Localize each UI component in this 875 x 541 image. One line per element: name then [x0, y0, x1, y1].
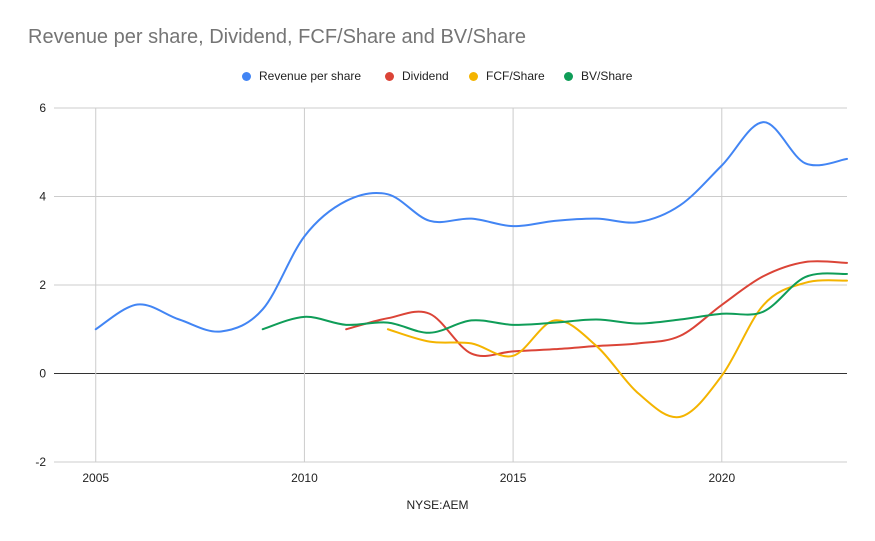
- legend-label: Revenue per share: [259, 69, 362, 83]
- series-line-dividend: [345, 260, 848, 357]
- y-tick-label: 6: [39, 101, 46, 115]
- y-tick-label: 4: [39, 190, 46, 204]
- series-line-revenue-per-share: [94, 121, 848, 333]
- legend-swatch: [564, 72, 573, 81]
- legend-item-bv-share[interactable]: BV/Share: [564, 67, 632, 85]
- legend-item-dividend[interactable]: Dividend: [385, 67, 449, 85]
- y-tick-label: 0: [39, 367, 46, 381]
- x-axis-title: NYSE:AEM: [406, 498, 469, 512]
- x-tick-label: 2020: [708, 471, 735, 485]
- legend-label: Dividend: [402, 69, 449, 83]
- legend: Revenue per share Dividend FCF/Share BV/…: [0, 67, 875, 85]
- legend-swatch: [242, 72, 251, 81]
- legend-swatch: [385, 72, 394, 81]
- y-tick-label: 2: [39, 278, 46, 292]
- legend-item-revenue-per-share[interactable]: Revenue per share: [242, 67, 361, 85]
- x-tick-label: 2015: [500, 471, 527, 485]
- y-tick-label: -2: [35, 455, 46, 469]
- legend-swatch: [469, 72, 478, 81]
- x-tick-label: 2010: [291, 471, 318, 485]
- x-tick-label: 2005: [82, 471, 109, 485]
- series-line-fcf-share: [386, 279, 848, 419]
- legend-item-fcf-share[interactable]: FCF/Share: [469, 67, 545, 85]
- series-line-bv-share: [261, 272, 848, 334]
- chart-title: Revenue per share, Dividend, FCF/Share a…: [28, 26, 527, 48]
- legend-label: BV/Share: [581, 69, 633, 83]
- legend-label: FCF/Share: [486, 69, 545, 83]
